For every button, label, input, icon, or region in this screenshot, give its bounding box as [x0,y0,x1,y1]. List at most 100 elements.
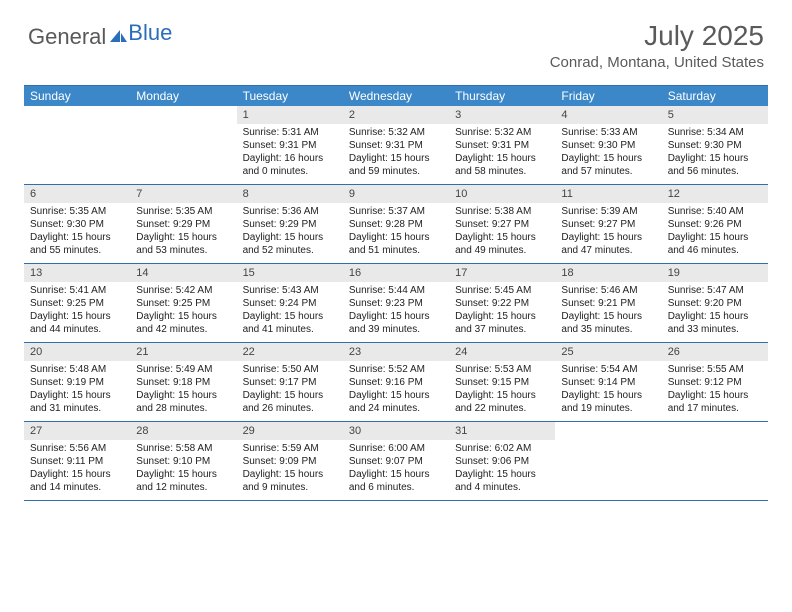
brand-part2: Blue [128,20,172,46]
daylight-line: Daylight: 15 hours and 6 minutes. [349,468,443,494]
daylight-line: Daylight: 15 hours and 39 minutes. [349,310,443,336]
day-cell: 4Sunrise: 5:33 AMSunset: 9:30 PMDaylight… [555,106,661,184]
sunrise-line: Sunrise: 5:36 AM [243,205,337,218]
sunrise-line: Sunrise: 5:45 AM [455,284,549,297]
day-body: Sunrise: 5:46 AMSunset: 9:21 PMDaylight:… [555,284,661,336]
sunrise-line: Sunrise: 5:50 AM [243,363,337,376]
day-cell: 3Sunrise: 5:32 AMSunset: 9:31 PMDaylight… [449,106,555,184]
sunset-line: Sunset: 9:31 PM [349,139,443,152]
day-number: 15 [237,264,343,282]
day-number: 19 [662,264,768,282]
day-body: Sunrise: 5:54 AMSunset: 9:14 PMDaylight:… [555,363,661,415]
day-body: Sunrise: 5:35 AMSunset: 9:29 PMDaylight:… [130,205,236,257]
day-cell: 27Sunrise: 5:56 AMSunset: 9:11 PMDayligh… [24,422,130,500]
day-cell: 6Sunrise: 5:35 AMSunset: 9:30 PMDaylight… [24,185,130,263]
day-body: Sunrise: 5:32 AMSunset: 9:31 PMDaylight:… [343,126,449,178]
sunset-line: Sunset: 9:21 PM [561,297,655,310]
daylight-line: Daylight: 15 hours and 49 minutes. [455,231,549,257]
day-header-row: SundayMondayTuesdayWednesdayThursdayFrid… [24,86,768,106]
sunrise-line: Sunrise: 5:59 AM [243,442,337,455]
day-header: Tuesday [237,86,343,106]
day-body: Sunrise: 5:48 AMSunset: 9:19 PMDaylight:… [24,363,130,415]
week-row: 6Sunrise: 5:35 AMSunset: 9:30 PMDaylight… [24,185,768,264]
day-body: Sunrise: 6:02 AMSunset: 9:06 PMDaylight:… [449,442,555,494]
daylight-line: Daylight: 15 hours and 12 minutes. [136,468,230,494]
sunset-line: Sunset: 9:16 PM [349,376,443,389]
sunrise-line: Sunrise: 5:34 AM [668,126,762,139]
daylight-line: Daylight: 15 hours and 4 minutes. [455,468,549,494]
sunrise-line: Sunrise: 5:42 AM [136,284,230,297]
day-body: Sunrise: 5:45 AMSunset: 9:22 PMDaylight:… [449,284,555,336]
sunrise-line: Sunrise: 5:48 AM [30,363,124,376]
day-cell [130,106,236,184]
day-header: Wednesday [343,86,449,106]
daylight-line: Daylight: 15 hours and 47 minutes. [561,231,655,257]
day-header: Saturday [662,86,768,106]
sunset-line: Sunset: 9:27 PM [455,218,549,231]
day-body: Sunrise: 5:59 AMSunset: 9:09 PMDaylight:… [237,442,343,494]
day-cell: 11 Sunrise: 5:39 AMSunset: 9:27 PMDayligh… [555,185,661,263]
day-number: 4 [555,106,661,124]
day-cell: 30Sunrise: 6:00 AMSunset: 9:07 PMDayligh… [343,422,449,500]
daylight-line: Daylight: 15 hours and 26 minutes. [243,389,337,415]
sunset-line: Sunset: 9:17 PM [243,376,337,389]
day-header: Friday [555,86,661,106]
daylight-line: Daylight: 15 hours and 44 minutes. [30,310,124,336]
daylight-line: Daylight: 15 hours and 53 minutes. [136,231,230,257]
sunrise-line: Sunrise: 5:55 AM [668,363,762,376]
day-cell: 15 Sunrise: 5:43 AMSunset: 9:24 PMDayligh… [237,264,343,342]
sunrise-line: Sunrise: 5:56 AM [30,442,124,455]
day-cell: 12Sunrise: 5:40 AMSunset: 9:26 PMDayligh… [662,185,768,263]
sunset-line: Sunset: 9:14 PM [561,376,655,389]
sunrise-line: Sunrise: 5:31 AM [243,126,337,139]
day-body: Sunrise: 5:58 AMSunset: 9:10 PMDaylight:… [130,442,236,494]
day-cell: 26Sunrise: 5:55 AMSunset: 9:12 PMDayligh… [662,343,768,421]
calendar: SundayMondayTuesdayWednesdayThursdayFrid… [24,85,768,501]
day-cell [662,422,768,500]
sunrise-line: Sunrise: 6:02 AM [455,442,549,455]
sunset-line: Sunset: 9:27 PM [561,218,655,231]
day-cell: 23 Sunrise: 5:52 AMSunset: 9:16 PMDayligh… [343,343,449,421]
day-body: Sunrise: 5:43 AMSunset: 9:24 PMDaylight:… [237,284,343,336]
sunrise-line: Sunrise: 5:39 AM [561,205,655,218]
day-number: 29 [237,422,343,440]
day-number: 23 [343,343,449,361]
sunset-line: Sunset: 9:07 PM [349,455,443,468]
day-number: 14 [130,264,236,282]
day-cell: 19Sunrise: 5:47 AMSunset: 9:20 PMDayligh… [662,264,768,342]
day-body: Sunrise: 6:00 AMSunset: 9:07 PMDaylight:… [343,442,449,494]
day-number: 2 [343,106,449,124]
day-header: Sunday [24,86,130,106]
sunset-line: Sunset: 9:25 PM [136,297,230,310]
day-cell: 17Sunrise: 5:45 AMSunset: 9:22 PMDayligh… [449,264,555,342]
sunset-line: Sunset: 9:31 PM [455,139,549,152]
day-number: 16 [343,264,449,282]
day-number: 25 [555,343,661,361]
month-title: July 2025 [550,20,764,52]
day-body: Sunrise: 5:52 AMSunset: 9:16 PMDaylight:… [343,363,449,415]
day-cell: 21Sunrise: 5:49 AMSunset: 9:18 PMDayligh… [130,343,236,421]
day-number: 3 [449,106,555,124]
sunset-line: Sunset: 9:09 PM [243,455,337,468]
sunset-line: Sunset: 9:06 PM [455,455,549,468]
day-number: 11 [555,185,661,203]
day-cell: 9Sunrise: 5:37 AMSunset: 9:28 PMDaylight… [343,185,449,263]
sunset-line: Sunset: 9:30 PM [30,218,124,231]
sunset-line: Sunset: 9:25 PM [30,297,124,310]
sunset-line: Sunset: 9:29 PM [243,218,337,231]
daylight-line: Daylight: 15 hours and 57 minutes. [561,152,655,178]
location: Conrad, Montana, United States [550,54,764,71]
week-row: 27Sunrise: 5:56 AMSunset: 9:11 PMDayligh… [24,422,768,501]
header: General Blue July 2025 Conrad, Montana, … [0,0,792,77]
sunset-line: Sunset: 9:19 PM [30,376,124,389]
day-body: Sunrise: 5:39 AMSunset: 9:27 PMDaylight:… [555,205,661,257]
day-body: Sunrise: 5:38 AMSunset: 9:27 PMDaylight:… [449,205,555,257]
daylight-line: Daylight: 15 hours and 58 minutes. [455,152,549,178]
day-cell: 16Sunrise: 5:44 AMSunset: 9:23 PMDayligh… [343,264,449,342]
brand-part1: General [28,24,106,50]
day-cell: 13Sunrise: 5:41 AMSunset: 9:25 PMDayligh… [24,264,130,342]
day-number: 28 [130,422,236,440]
sunrise-line: Sunrise: 5:37 AM [349,205,443,218]
sunrise-line: Sunrise: 5:35 AM [136,205,230,218]
sail-icon [108,28,128,44]
